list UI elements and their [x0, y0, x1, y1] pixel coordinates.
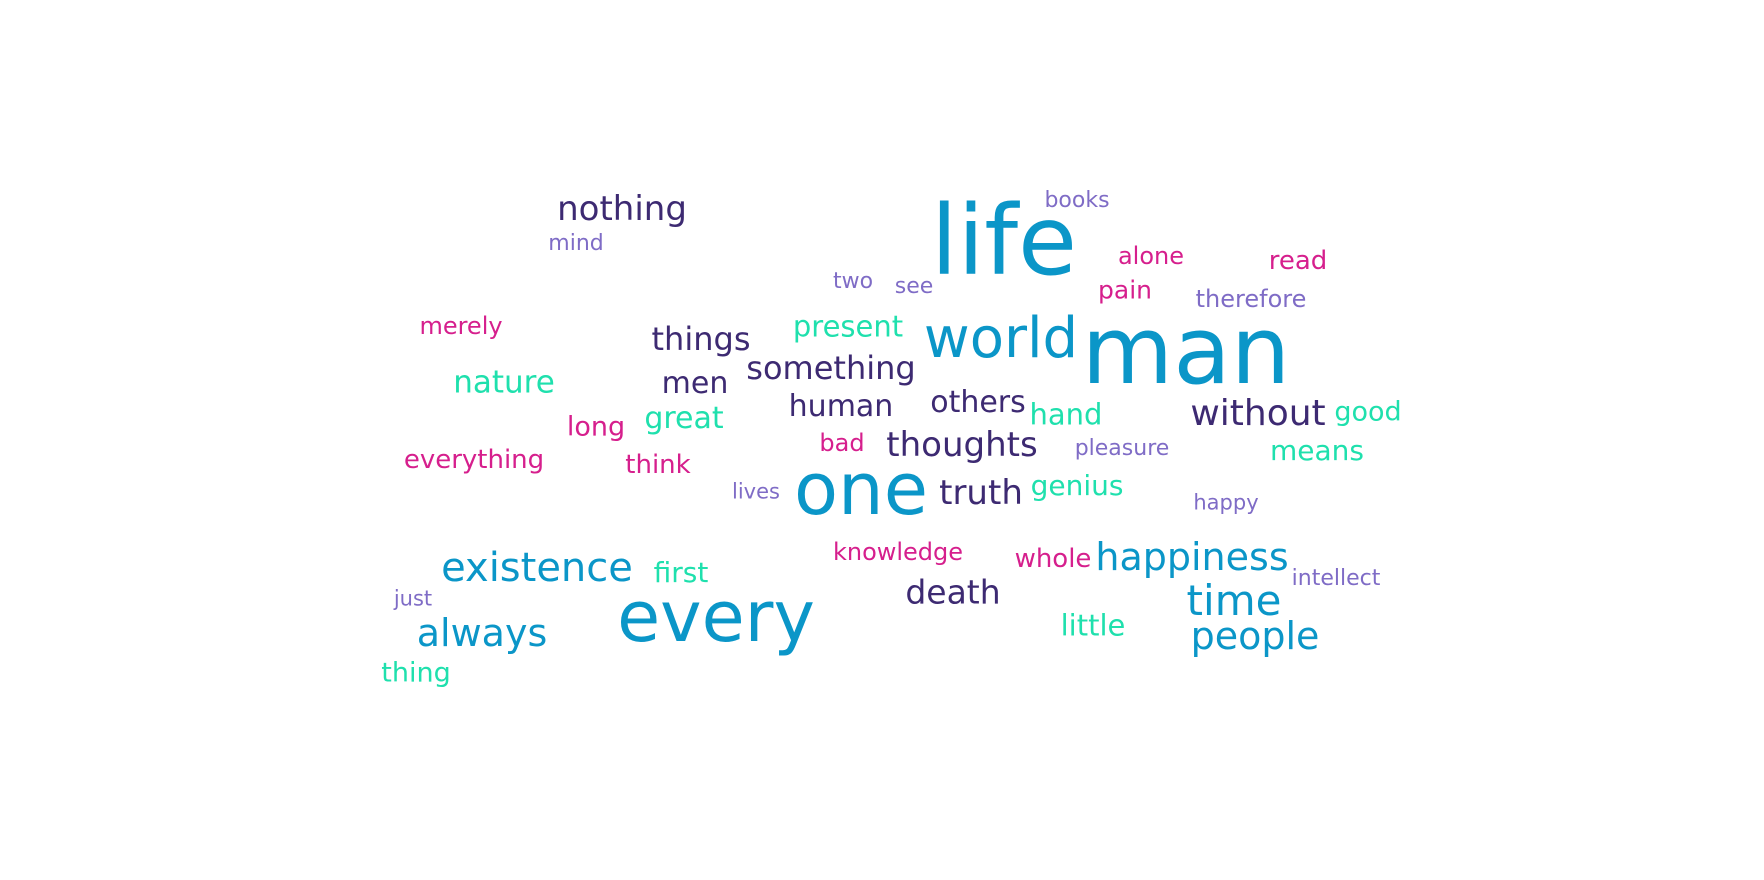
- word-books: books: [1044, 188, 1110, 213]
- word-man: man: [1081, 297, 1291, 406]
- word-intellect: intellect: [1291, 566, 1381, 591]
- word-every: every: [617, 576, 815, 658]
- word-death: death: [905, 572, 1001, 612]
- word-pleasure: pleasure: [1074, 436, 1170, 461]
- word-means: means: [1270, 434, 1364, 467]
- word-everything: everything: [403, 445, 545, 475]
- word-something: something: [746, 349, 916, 387]
- word-human: human: [788, 389, 894, 424]
- word-first: first: [653, 556, 709, 589]
- word-happiness: happiness: [1095, 535, 1289, 579]
- word-people: people: [1190, 614, 1320, 658]
- word-hand: hand: [1029, 397, 1103, 432]
- word-without: without: [1190, 393, 1326, 434]
- word-pain: pain: [1098, 275, 1152, 305]
- word-thing: thing: [381, 657, 451, 689]
- word-see: see: [894, 274, 934, 299]
- word-things: things: [651, 320, 751, 358]
- word-happy: happy: [1193, 490, 1259, 515]
- word-others: others: [930, 385, 1026, 420]
- word-long: long: [566, 411, 626, 443]
- word-little: little: [1060, 608, 1126, 643]
- word-nature: nature: [453, 364, 555, 401]
- word-just: just: [393, 586, 433, 611]
- word-life: life: [930, 185, 1078, 297]
- word-genius: genius: [1030, 469, 1124, 502]
- word-time: time: [1186, 576, 1282, 625]
- word-merely: merely: [419, 312, 503, 340]
- word-lives: lives: [732, 479, 780, 504]
- word-thoughts: thoughts: [886, 425, 1038, 465]
- word-nothing: nothing: [557, 189, 687, 229]
- word-one: one: [794, 447, 928, 531]
- word-great: great: [644, 401, 724, 436]
- word-whole: whole: [1014, 544, 1092, 574]
- word-good: good: [1334, 396, 1402, 428]
- word-bad: bad: [819, 429, 865, 457]
- word-mind: mind: [548, 231, 604, 256]
- word-knowledge: knowledge: [832, 538, 964, 566]
- word-present: present: [792, 309, 904, 344]
- word-alone: alone: [1117, 242, 1185, 270]
- word-existence: existence: [441, 545, 633, 591]
- word-world: world: [923, 306, 1079, 371]
- word-therefore: therefore: [1195, 285, 1307, 313]
- word-always: always: [416, 611, 548, 655]
- word-two: two: [832, 269, 874, 294]
- word-men: men: [661, 366, 729, 401]
- word-truth: truth: [939, 473, 1023, 513]
- word-think: think: [625, 450, 691, 480]
- word-read: read: [1268, 246, 1328, 276]
